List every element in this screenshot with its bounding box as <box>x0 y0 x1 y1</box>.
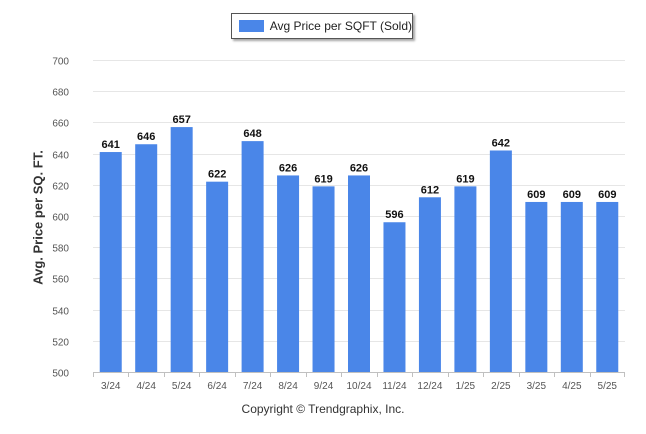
y-tick-label: 560 <box>52 275 69 286</box>
data-label: 648 <box>243 128 261 140</box>
x-tick-label: 10/24 <box>346 381 371 392</box>
y-tick-label: 640 <box>52 151 69 162</box>
data-label: 619 <box>314 173 332 185</box>
y-tick-label: 540 <box>52 307 69 318</box>
data-label: 612 <box>421 184 439 196</box>
y-tick-label: 620 <box>52 182 69 193</box>
data-label: 646 <box>137 131 155 143</box>
data-label: 657 <box>172 114 190 126</box>
data-label: 609 <box>527 189 545 201</box>
data-label: 609 <box>563 189 581 201</box>
y-tick-label: 700 <box>52 57 69 68</box>
bar-4-25[interactable] <box>560 201 583 372</box>
x-tick-label: 11/24 <box>382 381 407 392</box>
bar-6-24[interactable] <box>206 181 229 372</box>
data-label: 622 <box>208 169 226 181</box>
bar-2-25[interactable] <box>489 150 512 372</box>
bar-12-24[interactable] <box>418 197 441 372</box>
bar-3-24[interactable] <box>99 152 122 372</box>
y-tick-label: 520 <box>52 338 69 349</box>
x-tick-label: 3/24 <box>101 381 121 392</box>
x-tick-label: 9/24 <box>314 381 334 392</box>
bar-10-24[interactable] <box>348 175 370 372</box>
x-tick-label: 5/25 <box>598 381 618 392</box>
copyright-text: Copyright © Trendgraphix, Inc. <box>241 402 405 416</box>
y-tick-label: 500 <box>52 369 69 380</box>
data-label: 642 <box>492 137 510 149</box>
x-tick-label: 6/24 <box>207 381 227 392</box>
data-label: 619 <box>456 173 474 185</box>
y-tick-label: 600 <box>52 213 69 224</box>
bar-7-24[interactable] <box>241 141 264 372</box>
data-label: 596 <box>385 209 403 221</box>
x-tick-label: 4/25 <box>562 381 582 392</box>
data-label: 626 <box>350 162 368 174</box>
legend-label: Avg Price per SQFT (Sold) <box>269 19 412 33</box>
legend-swatch <box>239 20 264 32</box>
x-tick-label: 5/24 <box>172 381 192 392</box>
legend[interactable]: Avg Price per SQFT (Sold) <box>231 13 413 39</box>
x-tick-label: 12/24 <box>417 381 442 392</box>
x-tick-label: 2/25 <box>491 381 511 392</box>
y-tick-label: 580 <box>52 244 69 255</box>
bar-9-24[interactable] <box>312 186 335 372</box>
bar-11-24[interactable] <box>383 222 406 372</box>
data-label: 626 <box>279 162 297 174</box>
data-label: 641 <box>102 139 120 151</box>
x-tick-label: 3/25 <box>527 381 547 392</box>
y-tick-label: 680 <box>52 88 69 99</box>
y-tick-label: 660 <box>52 119 69 130</box>
bar-4-24[interactable] <box>135 144 158 372</box>
x-tick-label: 4/24 <box>136 381 156 392</box>
x-tick-label: 8/24 <box>278 381 298 392</box>
x-tick-label: 7/24 <box>243 381 263 392</box>
bar-8-24[interactable] <box>277 175 300 372</box>
bar-5-24[interactable] <box>170 127 193 372</box>
bar-1-25[interactable] <box>454 186 477 372</box>
bar-5-25[interactable] <box>596 201 619 372</box>
bar-3-25[interactable] <box>525 201 548 372</box>
x-tick-label: 1/25 <box>456 381 476 392</box>
data-label: 609 <box>598 189 616 201</box>
